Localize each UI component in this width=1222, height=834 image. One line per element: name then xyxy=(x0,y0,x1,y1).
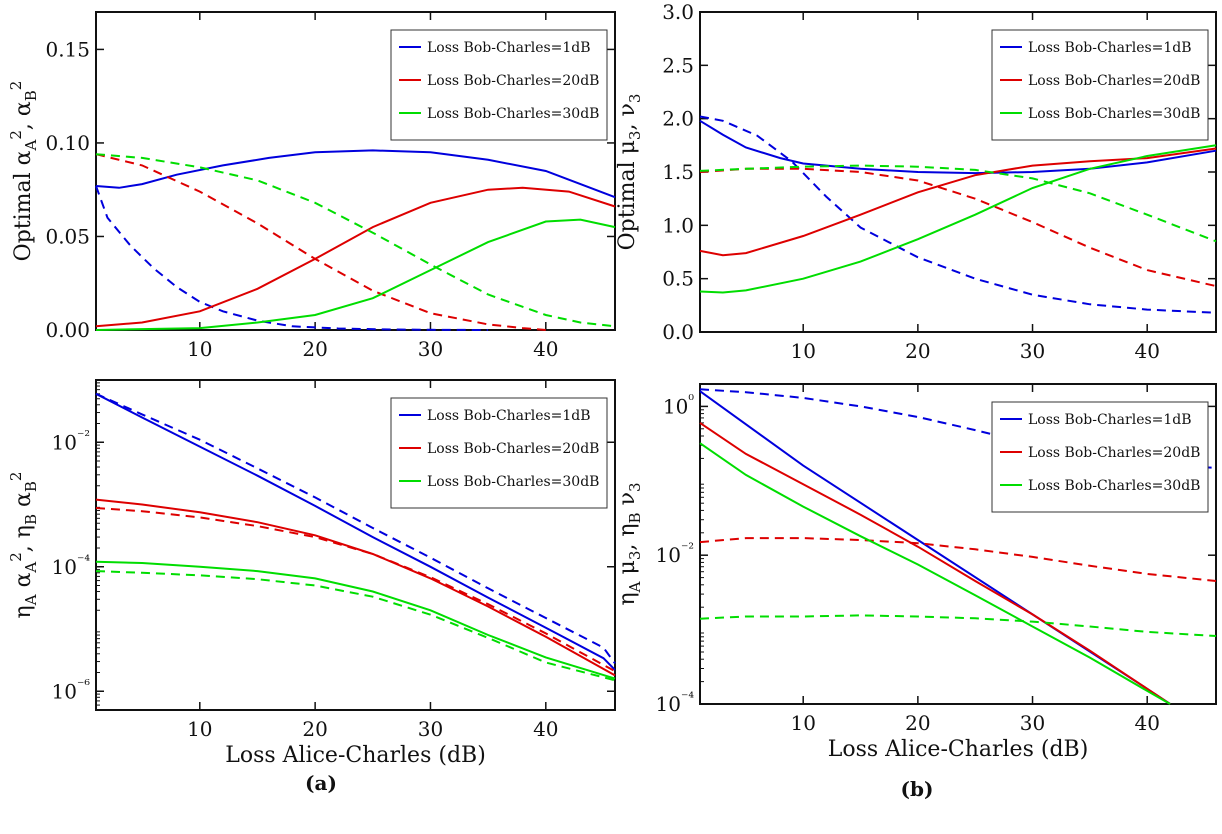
series-line-1-dashed xyxy=(699,115,1217,314)
x-tick-label: 10 xyxy=(187,717,212,741)
y-tick-label: 2.5 xyxy=(662,53,694,77)
x-tick-label: 40 xyxy=(1134,339,1159,363)
legend-box xyxy=(390,29,608,141)
y-axis-label: Optimal μ3, ν3 xyxy=(615,94,644,251)
series-line-1-solid xyxy=(95,149,616,199)
legend-label: Loss Bob-Charles=30dB xyxy=(427,106,599,122)
legend-label: Loss Bob-Charles=20dB xyxy=(427,441,599,457)
series-line-3-solid xyxy=(95,218,616,331)
series-line-1-dashed xyxy=(95,185,489,331)
series-line-2-solid xyxy=(699,147,1217,257)
x-tick-label: 40 xyxy=(533,717,558,741)
series-line-3-dashed xyxy=(699,164,1217,243)
series-line-3-solid xyxy=(95,560,616,680)
legend-label: Loss Bob-Charles=20dB xyxy=(1028,445,1200,461)
x-tick-label: 40 xyxy=(533,337,558,361)
series-line-1-solid xyxy=(95,392,616,671)
y-tick-label: 0.00 xyxy=(45,318,90,342)
legend-label: Loss Bob-Charles=20dB xyxy=(1028,73,1200,89)
panel-top-right: 10 20 30 40 0.0 0.5 1.0 1.5 2.0 2.5 3.0 Loss Bob-Ch… xyxy=(615,0,1217,363)
series-line-2-solid xyxy=(699,422,1171,705)
y-tick-label: 0.5 xyxy=(662,267,694,291)
legend-label: Loss Bob-Charles=20dB xyxy=(427,73,599,89)
series-line-2-dashed xyxy=(95,153,546,331)
legend-label: Loss Bob-Charles=30dB xyxy=(427,474,599,490)
y-tick-label: 10⁻² xyxy=(52,428,90,454)
legend-label: Loss Bob-Charles=1dB xyxy=(427,408,591,424)
y-tick-label: 10⁻⁴ xyxy=(656,690,695,716)
panel-bottom-right: 10 20 30 40 10⁻⁴ 10⁻² 10⁰ Loss Bob-Charles=1dB L… xyxy=(615,383,1217,762)
x-tick-label: 20 xyxy=(302,717,327,741)
panel-top-left: 10 20 30 40 0.00 0.05 0.10 0.15 Loss Bob-Charles… xyxy=(7,11,616,361)
series-line-2-dashed xyxy=(699,537,1217,582)
series-line-2-dashed xyxy=(95,507,616,673)
legend-box xyxy=(991,401,1209,513)
x-axis-label: Loss Alice-Charles (dB) xyxy=(225,743,486,768)
series-line-3-dashed xyxy=(699,614,1217,637)
y-axis-label: ηA αA2, ηB αB2 xyxy=(7,472,40,619)
legend-label: Loss Bob-Charles=30dB xyxy=(1028,478,1200,494)
x-tick-label: 30 xyxy=(1020,711,1045,735)
y-tick-label: 10⁻² xyxy=(656,541,694,567)
y-tick-label: 0.10 xyxy=(45,131,90,155)
y-axis-label: Optimal αA2, αB2 xyxy=(7,81,40,262)
x-tick-label: 30 xyxy=(418,337,443,361)
x-tick-label: 10 xyxy=(790,711,815,735)
y-tick-label: 10⁻⁶ xyxy=(52,677,91,703)
x-tick-label: 30 xyxy=(1020,339,1045,363)
x-tick-label: 10 xyxy=(790,339,815,363)
x-tick-label: 10 xyxy=(187,337,212,361)
series-line-3-dashed xyxy=(95,570,616,682)
x-tick-label: 20 xyxy=(302,337,327,361)
series-line-1-dashed xyxy=(95,392,616,664)
series-line-2-dashed xyxy=(699,167,1217,288)
series-line-2-solid xyxy=(95,186,616,328)
legend-label: Loss Bob-Charles=1dB xyxy=(427,40,591,56)
x-tick-label: 30 xyxy=(418,717,443,741)
legend-label: Loss Bob-Charles=1dB xyxy=(1028,40,1192,56)
series-line-2-solid xyxy=(95,498,616,677)
x-tick-label: 20 xyxy=(905,339,930,363)
y-tick-label: 1.5 xyxy=(662,160,694,184)
y-tick-label: 10⁰ xyxy=(663,392,694,418)
y-tick-label: 1.0 xyxy=(662,213,694,237)
caption-b: (b) xyxy=(901,777,934,801)
y-tick-label: 0.05 xyxy=(45,224,90,248)
x-axis-label: Loss Alice-Charles (dB) xyxy=(828,737,1089,762)
y-tick-label: 0.15 xyxy=(45,37,90,61)
series-line-3-dashed xyxy=(95,153,616,328)
legend-box xyxy=(390,397,608,509)
legend-label: Loss Bob-Charles=1dB xyxy=(1028,412,1192,428)
x-tick-label: 40 xyxy=(1134,711,1159,735)
y-tick-label: 2.0 xyxy=(662,107,694,131)
legend-label: Loss Bob-Charles=30dB xyxy=(1028,106,1200,122)
series-line-3-solid xyxy=(699,144,1217,294)
y-tick-label: 10⁻⁴ xyxy=(52,553,91,579)
legend-box xyxy=(991,29,1209,141)
caption-a: (a) xyxy=(305,771,337,795)
y-tick-label: 3.0 xyxy=(662,0,694,24)
x-tick-label: 20 xyxy=(905,711,930,735)
series-line-3-solid xyxy=(699,442,1171,705)
series-line-1-solid xyxy=(699,119,1217,175)
panel-bottom-left: 10 20 30 40 10⁻⁶ 10⁻⁴ 10⁻² Loss Bob-Charles=1dB… xyxy=(7,379,616,768)
y-axis-label: ηA μ3, ηB ν3 xyxy=(615,483,644,606)
y-tick-label: 0.0 xyxy=(662,320,694,344)
